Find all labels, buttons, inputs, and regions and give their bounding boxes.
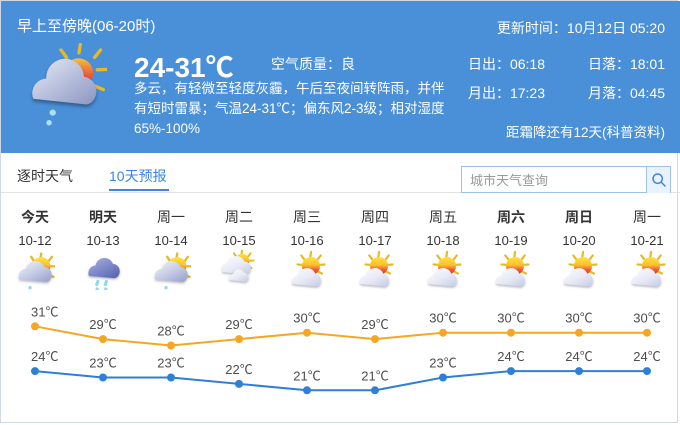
svg-text:30℃: 30℃ — [429, 311, 456, 326]
svg-text:29℃: 29℃ — [89, 317, 116, 332]
svg-text:30℃: 30℃ — [633, 311, 660, 326]
svg-text:23℃: 23℃ — [89, 356, 116, 371]
svg-text:30℃: 30℃ — [497, 311, 524, 326]
svg-text:21℃: 21℃ — [293, 368, 320, 383]
svg-text:24℃: 24℃ — [31, 349, 58, 364]
svg-text:23℃: 23℃ — [157, 356, 184, 371]
svg-text:24℃: 24℃ — [565, 349, 592, 364]
svg-text:30℃: 30℃ — [565, 311, 592, 326]
svg-text:29℃: 29℃ — [225, 317, 252, 332]
svg-text:31℃: 31℃ — [31, 304, 58, 319]
svg-text:28℃: 28℃ — [157, 324, 184, 339]
svg-text:24℃: 24℃ — [497, 349, 524, 364]
svg-text:23℃: 23℃ — [429, 356, 456, 371]
svg-text:22℃: 22℃ — [225, 362, 252, 377]
svg-text:21℃: 21℃ — [361, 368, 388, 383]
svg-text:24℃: 24℃ — [633, 349, 660, 364]
svg-text:29℃: 29℃ — [361, 317, 388, 332]
svg-text:30℃: 30℃ — [293, 311, 320, 326]
